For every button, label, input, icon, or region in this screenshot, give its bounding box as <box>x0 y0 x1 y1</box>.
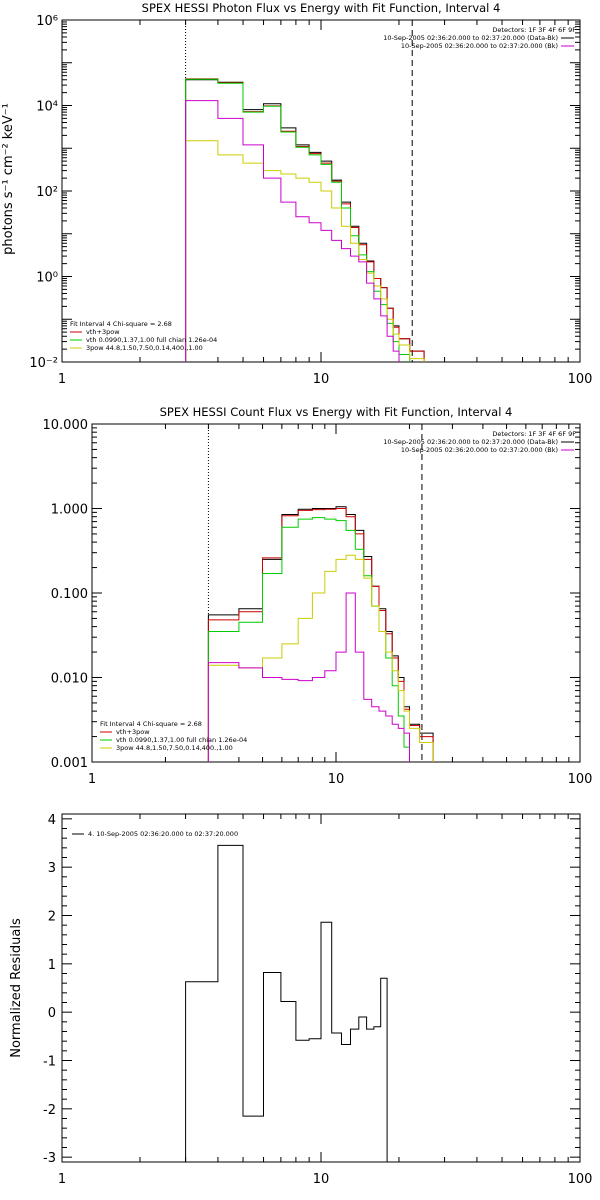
series-line-bk <box>185 100 400 362</box>
y-tick-label: -1 <box>43 1055 56 1070</box>
legend-entry: vth+3pow <box>116 728 150 736</box>
y-tick-label: -2 <box>43 1103 56 1118</box>
legend-entry: Detectors: 1F 3F 4F 6F 9F <box>492 430 576 438</box>
x-tick-label: 100 <box>568 1172 593 1187</box>
y-tick-label: 10⁴ <box>36 100 58 115</box>
chart-title: SPEX HESSI Photon Flux vs Energy with Fi… <box>142 1 501 15</box>
series-line-3pow <box>185 140 425 362</box>
legend-entry: Detectors: 1F 3F 4F 6F 9F <box>492 26 576 34</box>
series-group <box>185 844 388 1162</box>
legend-entry: 3pow 44.8,1.50,7.50,0.14,400.,1.00 <box>116 744 233 752</box>
y-axis-label: Normalized Residuals <box>9 918 24 1058</box>
series-group <box>185 78 425 362</box>
legend-entry: 10-Sep-2005 02:36:20.000 to 02:37:20.000… <box>383 34 558 42</box>
y-tick-label: 1.000 <box>51 503 88 518</box>
y-tick-label: -3 <box>43 1151 56 1166</box>
x-tick-label: 10 <box>313 1172 330 1187</box>
series-line-vth <box>185 78 411 362</box>
y-tick-label: 0 <box>48 1006 56 1021</box>
legend-entry: 4. 10-Sep-2005 02:36:20.000 to 02:37:20.… <box>88 830 238 838</box>
series-group <box>207 506 434 762</box>
legend-entry: Fit Interval 4 Chi-square = 2.68 <box>70 320 172 328</box>
legend-entry: Fit Interval 4 Chi-square = 2.68 <box>100 720 202 728</box>
x-tick-label: 100 <box>568 772 593 787</box>
chart-title: SPEX HESSI Count Flux vs Energy with Fit… <box>160 405 513 419</box>
y-tick-label: 10⁰ <box>36 271 58 286</box>
y-tick-label: 10² <box>36 185 58 200</box>
legend-entry: 10-Sep-2005 02:36:20.000 to 02:37:20.000… <box>383 438 558 446</box>
series-line-3pow <box>207 554 434 762</box>
legend-entry: vth 0.0990,1.37,1.00 full chian 1.26e-04 <box>116 736 247 744</box>
y-tick-label: 4 <box>48 813 56 828</box>
y-tick-label: 3 <box>48 861 56 876</box>
series-line-data-bk <box>207 506 434 762</box>
legend-entry: vth 0.0990,1.37,1.00 full chian 1.26e-04 <box>86 336 217 344</box>
series-line-vth-3pow <box>207 508 434 762</box>
y-tick-label: 0.001 <box>51 756 88 771</box>
series-line-bk <box>207 592 410 762</box>
x-tick-label: 10 <box>328 772 345 787</box>
y-tick-label: 0.100 <box>51 587 88 602</box>
x-tick-label: 1 <box>58 372 66 387</box>
legend-entry: 10-Sep-2005 02:36:20.000 to 02:37:20.000… <box>401 42 558 50</box>
x-tick-label: 10 <box>313 372 330 387</box>
y-tick-label: 10⁶ <box>36 14 58 29</box>
x-tick-label: 1 <box>88 772 96 787</box>
chart-panel-1: SPEX HESSI Photon Flux vs Energy with Fi… <box>1 1 592 387</box>
series-line-4-10-sep-2005-02-36-20-0 <box>185 844 388 1162</box>
series-line-vth <box>207 517 410 762</box>
y-tick-label: 1 <box>48 958 56 973</box>
chart-panel-2: SPEX HESSI Count Flux vs Energy with Fit… <box>43 405 593 787</box>
y-tick-label: 10⁻² <box>29 356 58 371</box>
x-tick-label: 1 <box>58 1172 66 1187</box>
legend-entry: 3pow 44.8,1.50,7.50,0.14,400.,1.00 <box>86 344 203 352</box>
plot-frame <box>91 423 581 763</box>
x-tick-label: 100 <box>568 372 593 387</box>
legend-entry: 10-Sep-2005 02:36:20.000 to 02:37:20.000… <box>401 446 558 454</box>
chart-panel-3: 1 10 100 -3 -2 -1 0 1 2 3 4 Normalized Residuals 4. … <box>9 813 592 1187</box>
y-axis-label: photons s⁻¹ cm⁻² keV⁻¹ <box>1 103 16 255</box>
y-tick-label: 0.010 <box>51 672 88 687</box>
legend-entry: vth+3pow <box>86 328 120 336</box>
y-tick-label: 2 <box>48 910 56 925</box>
y-tick-label: 10.000 <box>43 418 89 433</box>
